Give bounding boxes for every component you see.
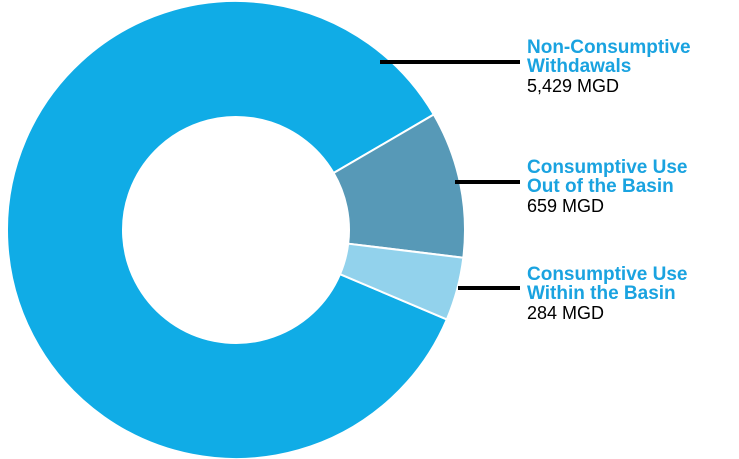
donut-slice xyxy=(338,242,465,321)
value-label: 284 MGD xyxy=(527,303,605,323)
slice-label: Consumptive Use Out of the Basin 659 MGD xyxy=(527,158,717,216)
category-label: Consumptive Use Out of the Basin xyxy=(527,157,688,197)
value-label: 5,429 MGD xyxy=(527,76,620,96)
donut-slice xyxy=(6,0,449,459)
value-label: 659 MGD xyxy=(527,196,605,216)
category-label: Consumptive Use Within the Basin xyxy=(527,264,688,304)
slice-label: Non-Consumptive Withdawals 5,429 MGD xyxy=(527,38,717,96)
slice-label: Consumptive Use Within the Basin 284 MGD xyxy=(527,265,717,323)
category-label: Non-Consumptive Withdawals xyxy=(527,37,691,77)
